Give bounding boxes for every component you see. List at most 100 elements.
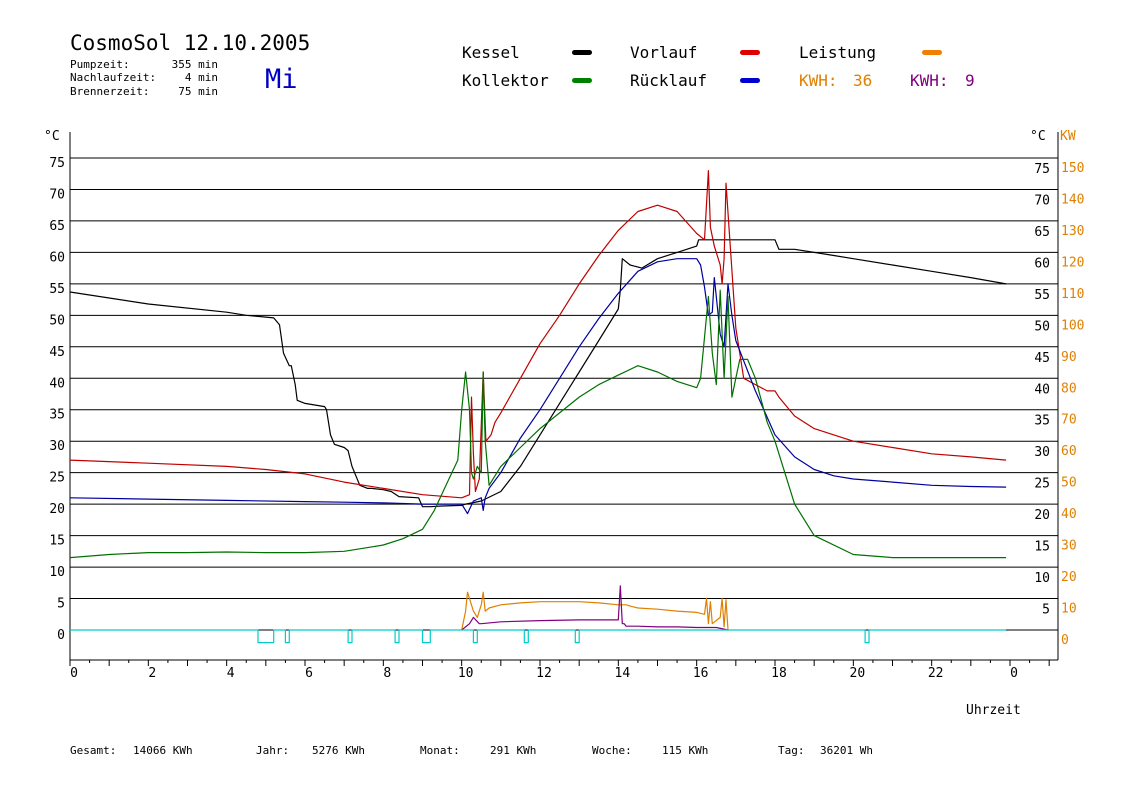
y-tick-label-right: 35 xyxy=(1034,414,1050,429)
kwh-value-secondary: 9 xyxy=(965,71,975,90)
y-tick-label-right: 65 xyxy=(1034,225,1050,240)
axes xyxy=(70,132,1058,666)
y-tick-label-right: 60 xyxy=(1034,256,1050,271)
y-tick-label-kw: 10 xyxy=(1061,602,1077,617)
stat-pumpzeit-label: Pumpzeit: xyxy=(70,58,130,71)
y-tick-label-kw: 150 xyxy=(1061,161,1084,176)
y-tick-label-left: 55 xyxy=(49,282,65,297)
y-tick-label-right: 40 xyxy=(1034,382,1050,397)
stat-nachlaufzeit-value: 4 min xyxy=(185,71,218,84)
footer-gesamt-label: Gesamt: xyxy=(70,744,116,757)
chart-title: CosmoSol 12.10.2005 xyxy=(70,31,310,55)
y-tick-label-left: 65 xyxy=(49,219,65,234)
weekday-label: Mi xyxy=(265,64,298,95)
legend: Kessel Vorlauf Leistung Kollektor Rückla… xyxy=(462,43,975,90)
x-tick-label: 14 xyxy=(615,666,631,681)
y-tick-label-kw: 40 xyxy=(1061,507,1077,522)
y-tick-label-kw: 110 xyxy=(1061,287,1084,302)
y-axis-kw-unit: KW xyxy=(1060,129,1076,144)
y-tick-label-right: 25 xyxy=(1034,477,1050,492)
y-tick-label-kw: 100 xyxy=(1061,318,1084,333)
y-tick-label-left: 5 xyxy=(57,597,65,612)
x-tick-label: 0 xyxy=(70,666,78,681)
y-tick-label-left: 35 xyxy=(49,408,65,423)
footer-monat-label: Monat: xyxy=(420,744,460,757)
y-tick-label-right: 50 xyxy=(1034,319,1050,334)
series-line-kessel xyxy=(70,240,1006,507)
y-tick-label-kw: 140 xyxy=(1061,192,1084,207)
y-tick-label-right: 45 xyxy=(1034,351,1050,366)
grid-lines xyxy=(70,158,1058,630)
x-axis-label: Uhrzeit xyxy=(966,703,1021,718)
x-tick-label: 0 xyxy=(1010,666,1018,681)
y-tick-label-left: 75 xyxy=(49,156,65,171)
footer-totals: Gesamt: 14066 KWh Jahr: 5276 KWh Monat: … xyxy=(70,744,873,757)
legend-label-kessel: Kessel xyxy=(462,43,520,62)
y-tick-label-right: 30 xyxy=(1034,445,1050,460)
series-lines xyxy=(70,171,1006,643)
y-tick-label-left: 70 xyxy=(49,187,65,202)
y-tick-label-left: 50 xyxy=(49,313,65,328)
legend-label-ruecklauf: Rücklauf xyxy=(630,71,707,90)
y-tick-label-left: 20 xyxy=(49,502,65,517)
y-tick-label-kw: 50 xyxy=(1061,476,1077,491)
y-axis-right-unit: °C xyxy=(1030,129,1046,144)
series-line-kollektor xyxy=(70,290,1006,557)
y-tick-label-right: 5 xyxy=(1042,603,1050,618)
series-line-vorlauf xyxy=(70,171,1006,498)
footer-jahr-value: 5276 KWh xyxy=(312,744,365,757)
series-line-leistung xyxy=(462,592,728,630)
x-tick-label: 22 xyxy=(928,666,944,681)
y-tick-label-left: 40 xyxy=(49,376,65,391)
y-tick-label-kw: 70 xyxy=(1061,413,1077,428)
legend-swatch-leistung xyxy=(922,50,942,55)
footer-tag-label: Tag: xyxy=(778,744,805,757)
y-tick-label-kw: 20 xyxy=(1061,570,1077,585)
legend-swatch-kollektor xyxy=(572,78,592,83)
y-tick-label-left: 45 xyxy=(49,345,65,360)
y-tick-label-kw: 120 xyxy=(1061,255,1084,270)
y-tick-label-kw: 0 xyxy=(1061,633,1069,648)
legend-swatch-vorlauf xyxy=(740,50,760,55)
stat-brennerzeit-label: Brennerzeit: xyxy=(70,85,149,98)
kwh-label-secondary: KWH: xyxy=(910,71,949,90)
y-axis-left-unit: °C xyxy=(44,129,60,144)
y-tick-label-left: 25 xyxy=(49,471,65,486)
series-line-leistung2 xyxy=(462,586,728,630)
y-tick-label-right: 70 xyxy=(1034,193,1050,208)
x-tick-label: 2 xyxy=(148,666,156,681)
x-tick-label: 6 xyxy=(305,666,313,681)
y-tick-label-left: 60 xyxy=(49,250,65,265)
legend-label-leistung: Leistung xyxy=(799,43,876,62)
footer-woche-value: 115 KWh xyxy=(662,744,708,757)
stat-brennerzeit-value: 75 min xyxy=(178,85,218,98)
x-tick-label: 16 xyxy=(693,666,709,681)
x-tick-label: 10 xyxy=(458,666,474,681)
legend-swatch-kessel xyxy=(572,50,592,55)
kwh-label-leistung: KWH: xyxy=(799,71,838,90)
footer-tag-value: 36201 Wh xyxy=(820,744,873,757)
x-tick-label: 12 xyxy=(536,666,552,681)
y-tick-label-kw: 130 xyxy=(1061,224,1084,239)
x-tick-label: 4 xyxy=(227,666,235,681)
stat-nachlaufzeit-label: Nachlaufzeit: xyxy=(70,71,156,84)
series-line-ruecklauf xyxy=(70,259,1006,514)
stat-pumpzeit-value: 355 min xyxy=(172,58,218,71)
footer-woche-label: Woche: xyxy=(592,744,632,757)
y-tick-label-left: 30 xyxy=(49,439,65,454)
y-tick-label-left: 10 xyxy=(49,565,65,580)
y-tick-label-kw: 30 xyxy=(1061,539,1077,554)
series-line-pump xyxy=(70,630,1006,643)
y-tick-label-kw: 60 xyxy=(1061,444,1077,459)
legend-label-vorlauf: Vorlauf xyxy=(630,43,697,62)
y-tick-label-right: 55 xyxy=(1034,288,1050,303)
footer-jahr-label: Jahr: xyxy=(256,744,289,757)
footer-gesamt-value: 14066 KWh xyxy=(133,744,193,757)
y-tick-label-kw: 80 xyxy=(1061,381,1077,396)
y-tick-label-right: 10 xyxy=(1034,571,1050,586)
y-tick-label-right: 75 xyxy=(1034,162,1050,177)
stats-block: Pumpzeit: 355 min Nachlaufzeit: 4 min Br… xyxy=(70,58,218,98)
y-tick-label-right: 15 xyxy=(1034,540,1050,555)
x-tick-label: 18 xyxy=(771,666,787,681)
